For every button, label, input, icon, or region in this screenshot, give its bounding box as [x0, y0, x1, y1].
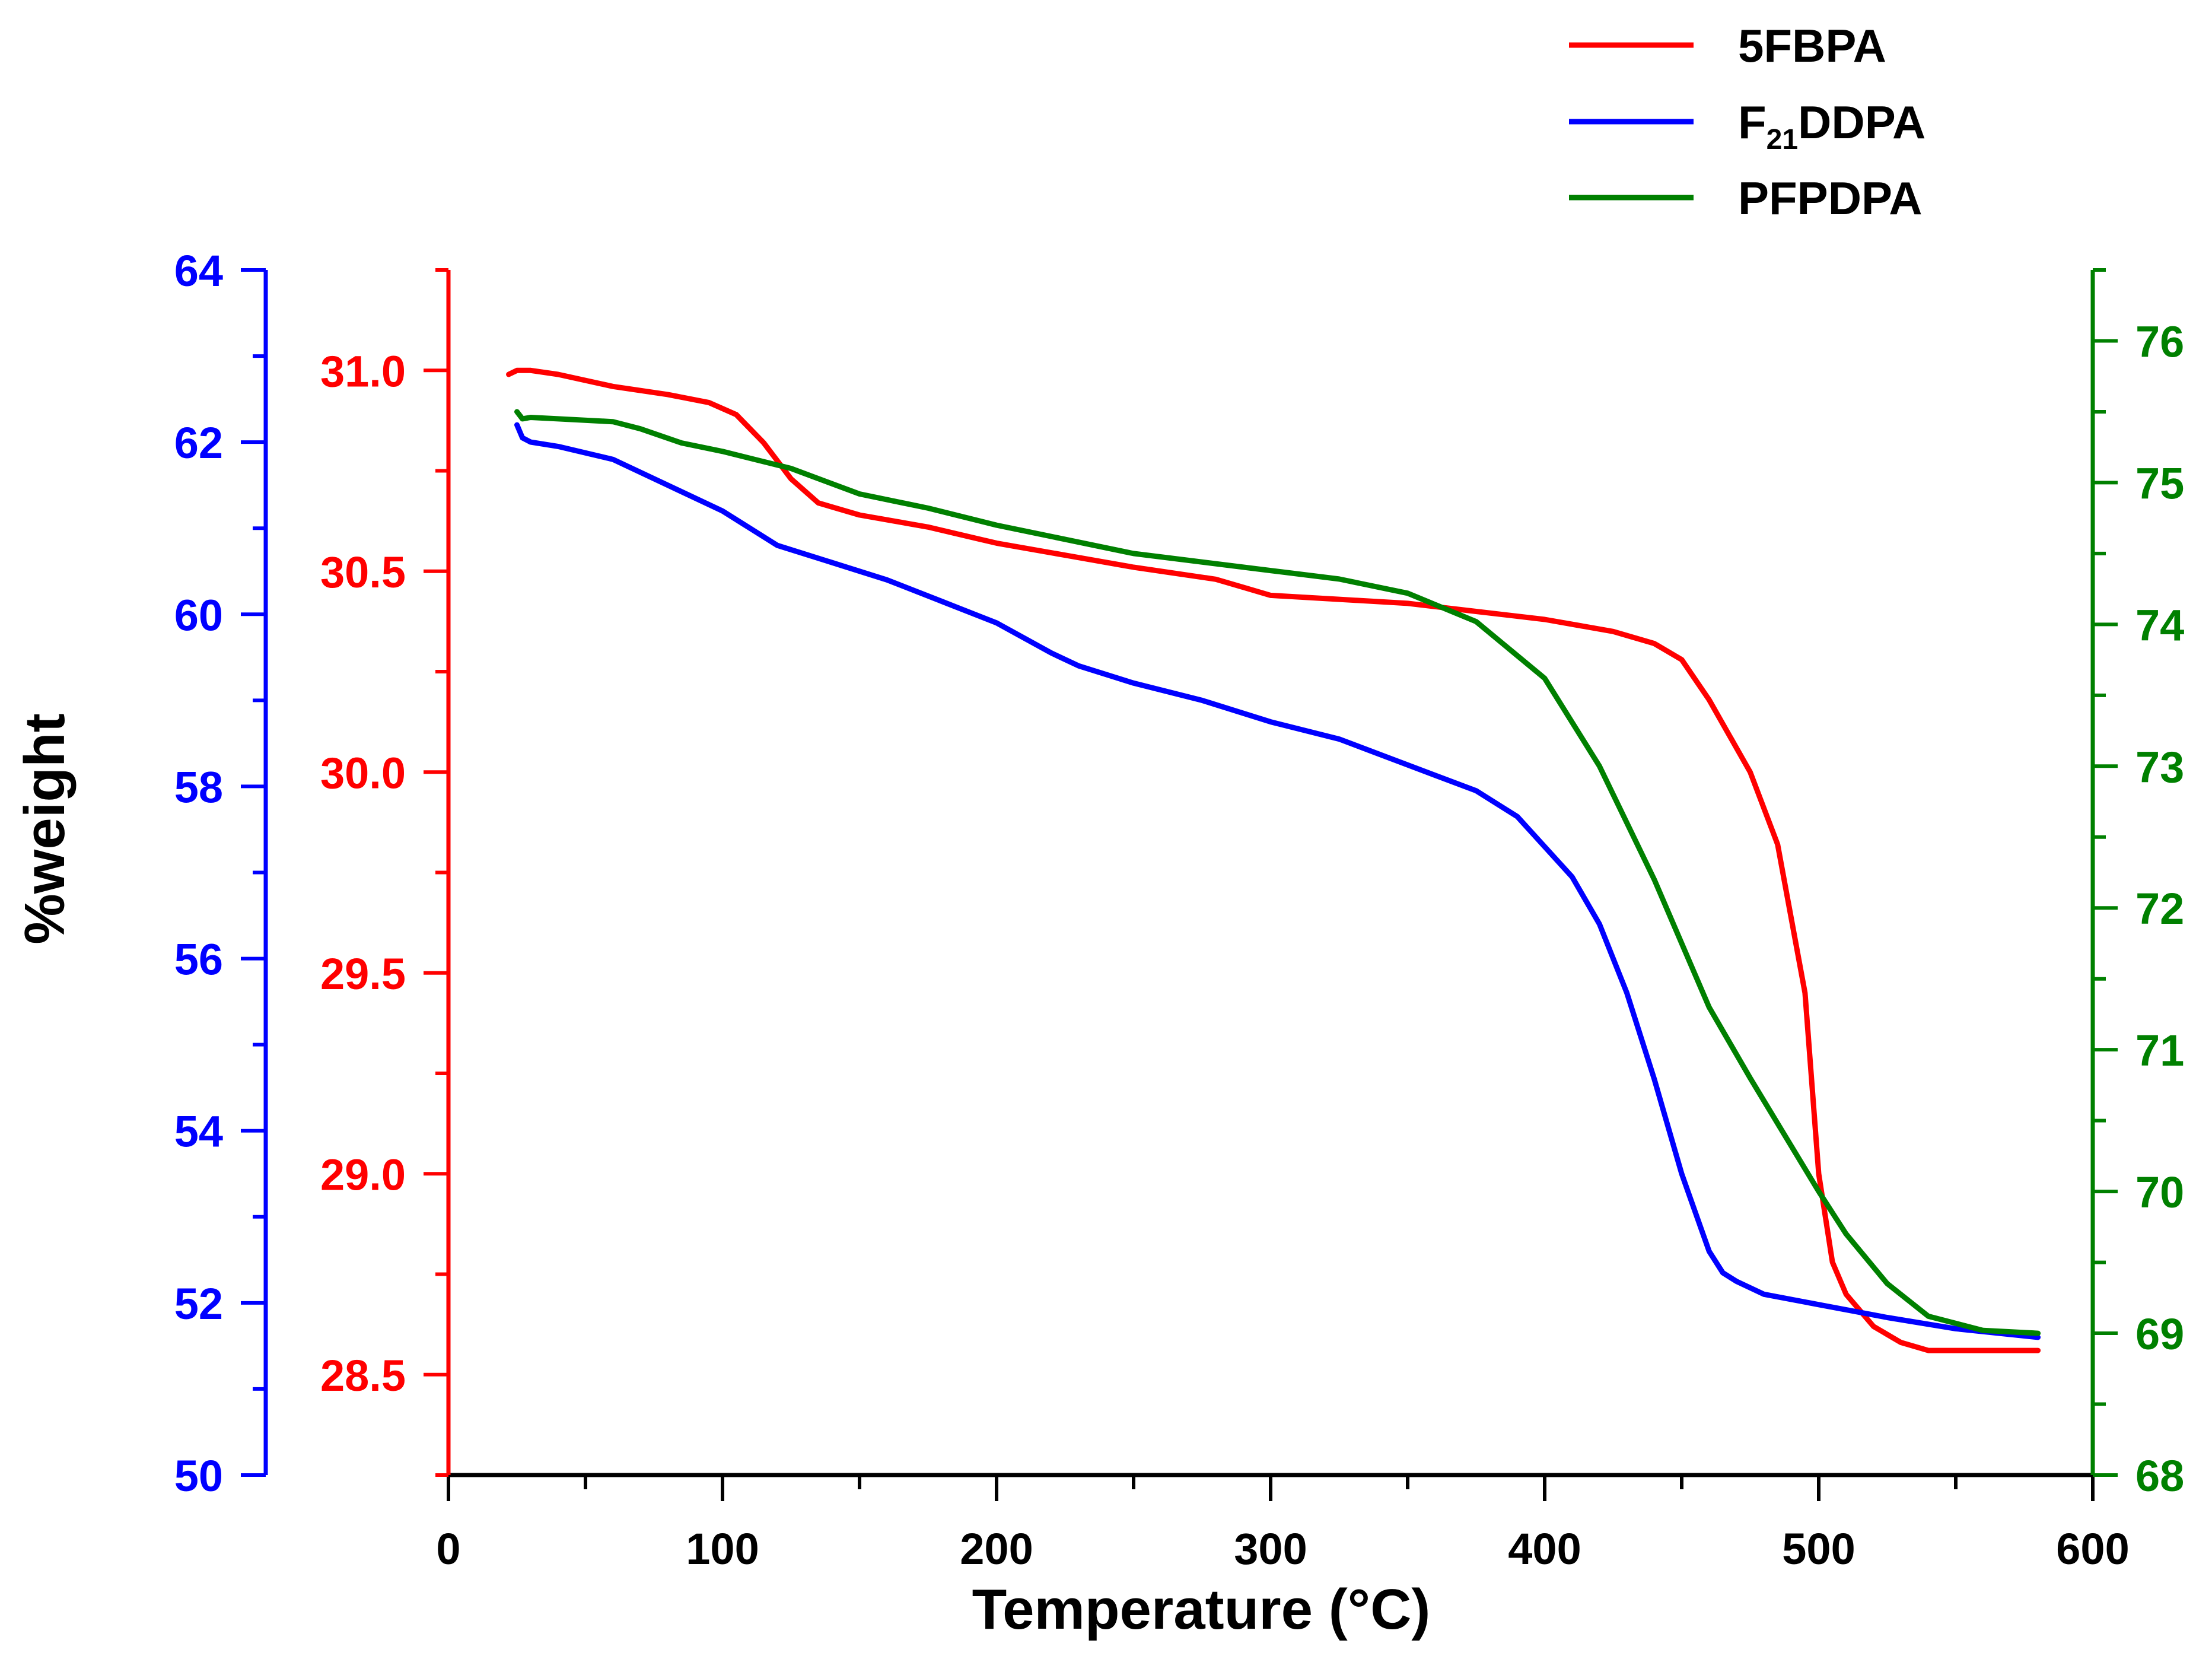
left-red-tick-label: 29.0	[320, 1150, 406, 1199]
right-green-tick-label: 68	[2135, 1451, 2184, 1501]
x-tick-label: 0	[436, 1524, 460, 1574]
left-red-tick-label: 28.5	[320, 1351, 406, 1400]
legend: 5FBPA F21DDPA PFPDPA	[1569, 20, 1925, 224]
series-line-5fbpa	[506, 367, 2041, 1353]
series-line-f21ddpa	[514, 422, 2041, 1340]
left-blue-tick-label: 60	[174, 590, 223, 640]
left-red-tick-label: 29.5	[320, 949, 406, 999]
x-tick-label: 300	[1234, 1524, 1307, 1574]
right-green-tick-label: 75	[2135, 459, 2184, 508]
right-green-tick-label: 73	[2135, 742, 2184, 792]
right-green-tick-label: 70	[2135, 1168, 2184, 1217]
left-blue-tick-label: 62	[174, 418, 223, 468]
left-blue-tick-label: 50	[174, 1451, 223, 1501]
left-red-tick-label: 30.5	[320, 548, 406, 597]
series-layer	[506, 367, 2041, 1353]
legend-label: 5FBPA	[1738, 20, 1886, 72]
x-tick-label: 600	[2056, 1524, 2129, 1574]
left-blue-tick-label: 54	[174, 1107, 223, 1156]
legend-label: F21DDPA	[1738, 96, 1925, 155]
right-green-tick-label: 72	[2135, 884, 2184, 933]
x-tick-label: 200	[960, 1524, 1033, 1574]
right-green-tick-label: 76	[2135, 317, 2184, 366]
left-red-tick-label: 30.0	[320, 748, 406, 797]
y-axis-title: %weight	[13, 713, 77, 944]
right-green-tick-label: 71	[2135, 1026, 2184, 1075]
x-tick-label: 400	[1508, 1524, 1581, 1574]
left-blue-tick-label: 58	[174, 762, 223, 812]
right-green-tick-label: 69	[2135, 1309, 2184, 1359]
x-axis-title: Temperature (°C)	[972, 1578, 1431, 1641]
left-red-tick-label: 31.0	[320, 347, 406, 396]
right-green-tick-label: 74	[2135, 600, 2184, 650]
x-tick-label: 500	[1782, 1524, 1855, 1574]
left-blue-tick-label: 56	[174, 935, 223, 984]
legend-label: PFPDPA	[1738, 172, 1923, 224]
x-tick-label: 100	[686, 1524, 759, 1574]
axes-layer: 0 100 200 300 400 500 600 50 52 54 56 58 60 62 64 28.5 2…	[174, 246, 2185, 1574]
left-blue-tick-label: 52	[174, 1279, 223, 1328]
left-blue-tick-label: 64	[174, 246, 223, 295]
series-line-pfpdpa	[514, 409, 2041, 1336]
